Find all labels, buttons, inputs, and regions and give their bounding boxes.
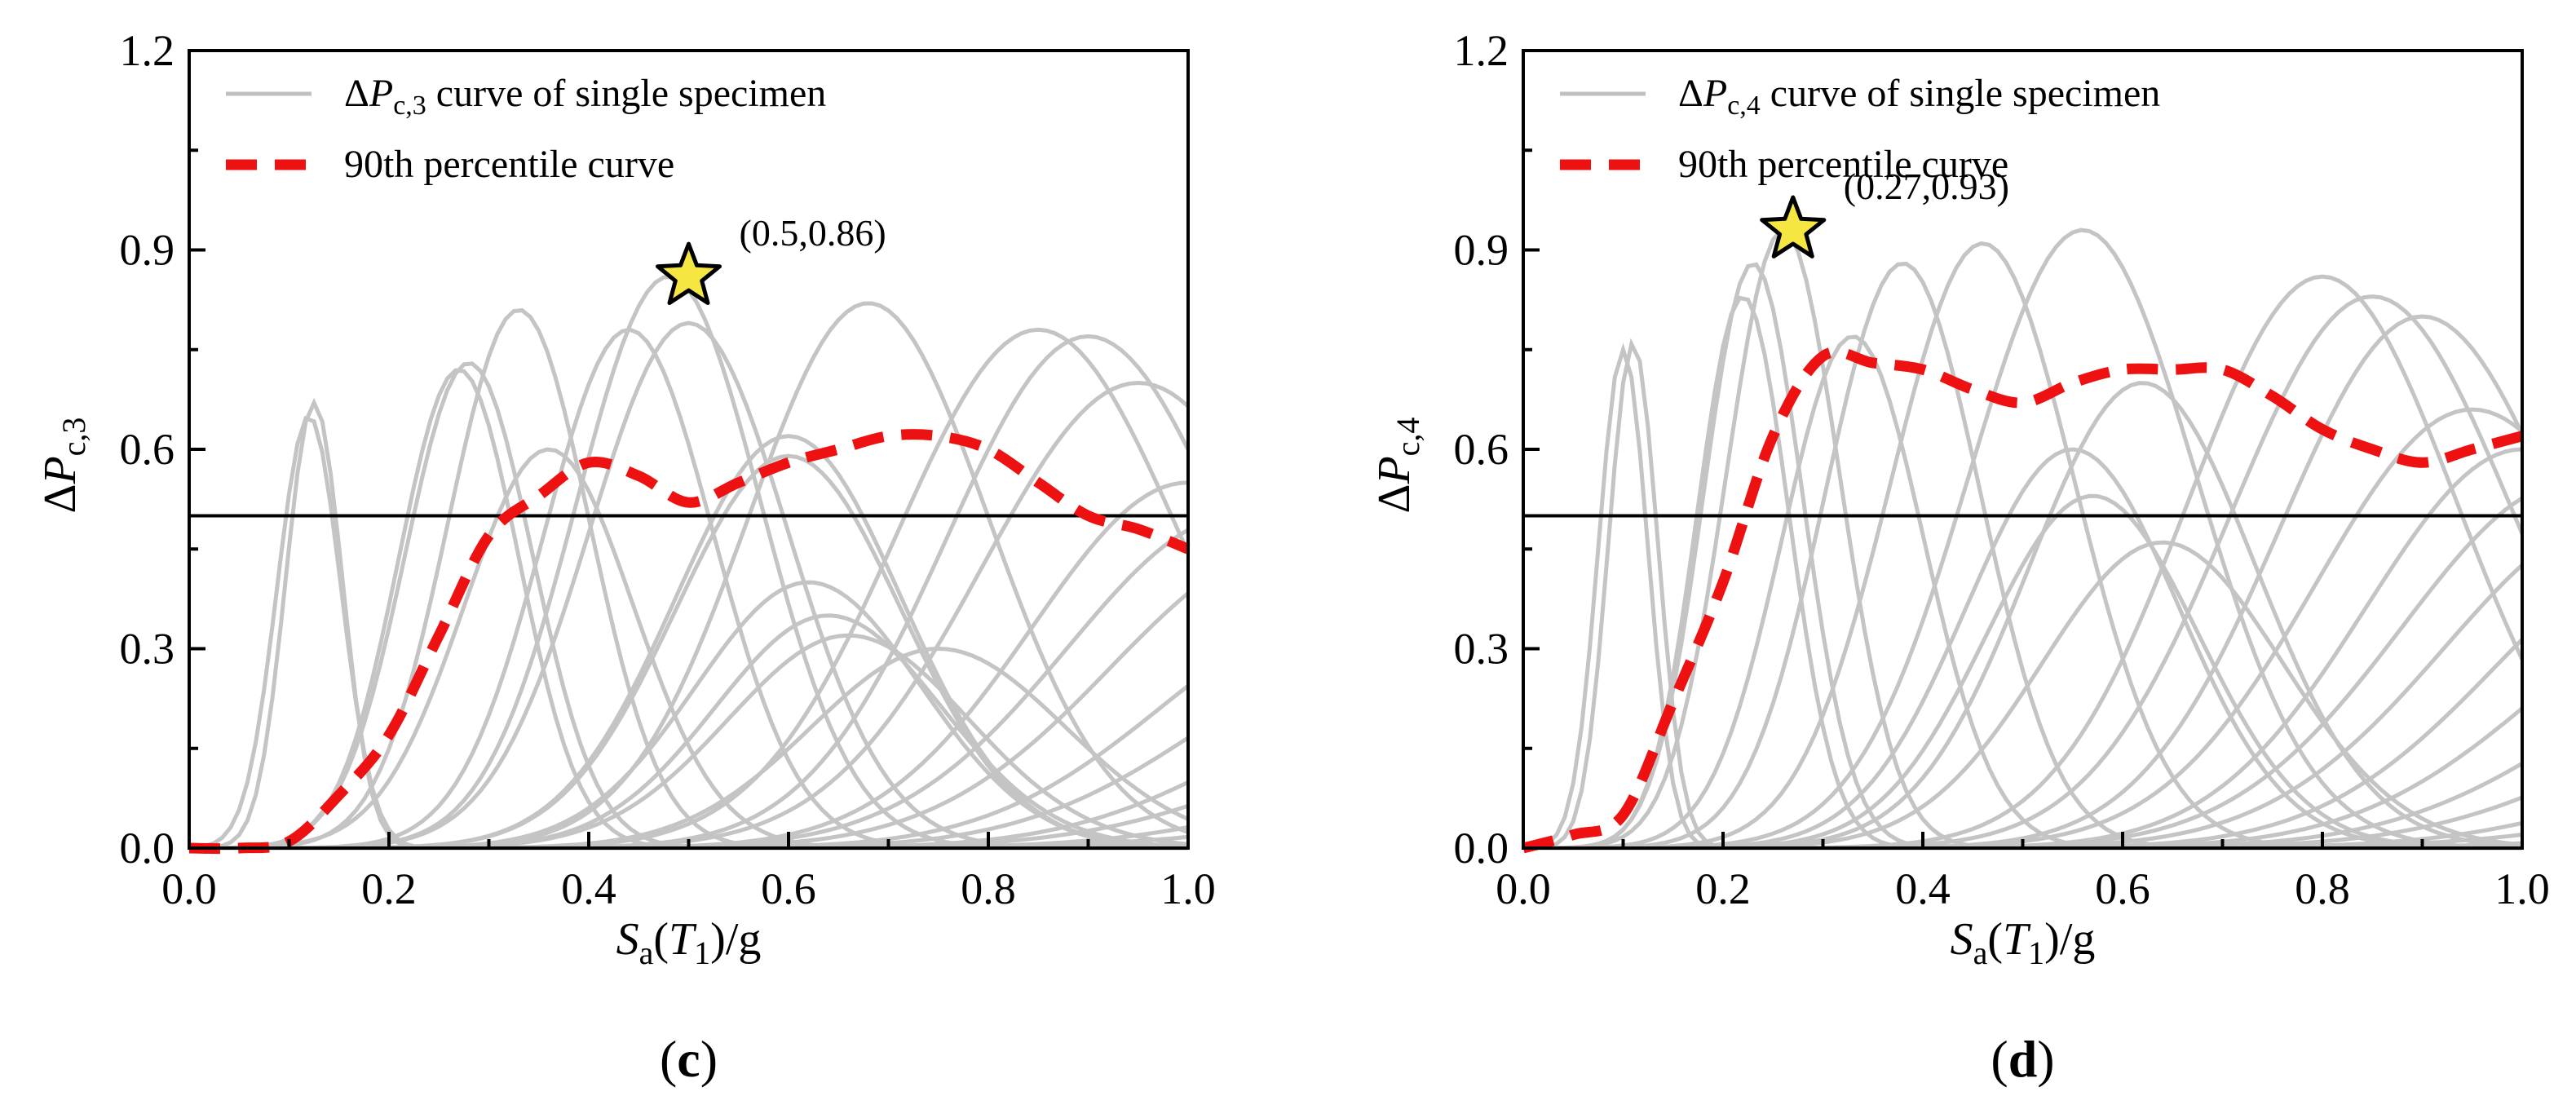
ylabel-subscript: c,4 (1390, 418, 1426, 457)
xlabel-arg-symbol: T (669, 914, 697, 965)
y-tick-label: 0.0 (120, 824, 175, 873)
y-tick-label: 0.9 (1454, 226, 1509, 275)
panel-c: 0.0 0.2 0.4 0.6 0.8 1.0 0.00.30.60.91.2 ΔPc,3… (35, 26, 1216, 1088)
xlabel-open-paren: ( (653, 914, 669, 965)
percentile-curve (188, 429, 1191, 855)
legend-item-specimen: ΔPc,3 curve of single specimen (344, 72, 826, 121)
y-ticks: 0.0 0.3 0.6 0.9 1.2 (1454, 26, 1540, 873)
legend: ΔPc,3 curve of single specimen 90th perc… (226, 72, 826, 186)
ylabel-delta: Δ (35, 484, 86, 514)
panel-caption: (d) (1991, 1030, 2054, 1088)
specimen-curve (189, 327, 1191, 851)
specimen-curve (1523, 294, 2525, 851)
legend-subscript: c,3 (393, 91, 426, 121)
y-tick-label: 0.0 (1454, 824, 1509, 873)
xlabel-unit: /g (726, 914, 762, 965)
y-tick-label: 1.2 (120, 26, 175, 75)
caption-open-paren: ( (660, 1030, 677, 1088)
x-tick-label: 0.2 (361, 864, 417, 913)
caption-letter: d (2008, 1030, 2038, 1088)
legend-item-percentile: 90th percentile curve (1678, 143, 2008, 186)
legend-delta: Δ (1678, 72, 1703, 115)
xlabel-subscript: a (1973, 935, 1988, 971)
caption-close-paren: ) (700, 1030, 718, 1088)
star-label: (0.27,0.93) (1844, 166, 2009, 207)
y-axis-label: ΔPc,3 (35, 418, 92, 514)
specimen-curves (188, 275, 1191, 851)
ylabel-delta: Δ (1369, 484, 1420, 514)
legend-text: curve of single specimen (1761, 72, 2161, 115)
panel-d: 0.0 0.2 0.4 0.6 0.8 1.0 0.00.30.60.91.2 ΔPc,4… (1369, 26, 2550, 1088)
xlabel-unit: /g (2060, 914, 2096, 965)
specimen-curve (188, 361, 1188, 851)
y-tick-label: 0.3 (120, 625, 175, 674)
y-tick-label: 0.6 (120, 425, 175, 474)
y-tick-label: 1.2 (1454, 26, 1509, 75)
caption-close-paren: ) (2037, 1030, 2054, 1088)
legend-subscript: c,4 (1727, 91, 1761, 121)
x-tick-label: 0.4 (561, 864, 616, 913)
legend-text: curve of single specimen (426, 72, 827, 115)
specimen-curve (189, 334, 1191, 851)
xlabel-symbol: S (616, 914, 639, 965)
caption-letter: c (677, 1030, 700, 1088)
xlabel-subscript: a (639, 935, 654, 971)
specimen-curves (1522, 228, 2525, 851)
x-ticks: 0.0 0.2 0.4 0.6 0.8 1.0 (161, 832, 1216, 913)
x-tick-label: 0.8 (2295, 864, 2350, 913)
y-tick-label: 0.3 (1454, 625, 1509, 674)
xlabel-arg-subscript: 1 (2028, 935, 2044, 971)
specimen-curve (1523, 295, 2522, 851)
y-axis-label: ΔPc,4 (1369, 418, 1426, 514)
legend-symbol: P (369, 72, 393, 115)
y-tick-label: 0.6 (1454, 425, 1509, 474)
x-tick-label: 0.0 (161, 864, 217, 913)
x-tick-label: 1.0 (2494, 864, 2550, 913)
legend-symbol: P (1703, 72, 1727, 115)
panel-caption: (c) (660, 1030, 718, 1088)
x-tick-label: 0.0 (1496, 864, 1551, 913)
x-tick-label: 0.8 (961, 864, 1016, 913)
ylabel-symbol: P (1369, 456, 1420, 484)
ylabel-subscript: c,3 (55, 418, 92, 457)
xlabel-arg-subscript: 1 (694, 935, 710, 971)
x-tick-label: 0.6 (2095, 864, 2150, 913)
x-tick-label: 0.6 (761, 864, 816, 913)
xlabel-symbol: S (1951, 914, 1973, 965)
star-label: (0.5,0.86) (740, 212, 886, 254)
x-axis-label: Sa(T1)/g (1951, 914, 2096, 971)
legend-item-specimen: ΔPc,4 curve of single specimen (1678, 72, 2160, 121)
xlabel-open-paren: ( (1987, 914, 2003, 965)
specimen-curve (189, 327, 1188, 851)
x-tick-label: 0.2 (1695, 864, 1751, 913)
legend-item-percentile: 90th percentile curve (344, 143, 674, 186)
specimen-curve (1523, 228, 2522, 851)
legend: ΔPc,4 curve of single specimen 90th perc… (1560, 72, 2160, 186)
xlabel-close-paren: ) (2044, 914, 2060, 965)
y-ticks: 0.0 0.3 0.6 0.9 1.2 (120, 26, 205, 873)
y-tick-label: 0.9 (120, 226, 175, 275)
ylabel-symbol: P (35, 456, 86, 484)
star-marker (656, 241, 722, 305)
x-ticks: 0.0 0.2 0.4 0.6 0.8 1.0 (1496, 832, 2550, 913)
x-axis-label: Sa(T1)/g (616, 914, 762, 971)
x-tick-label: 0.4 (1895, 864, 1951, 913)
xlabel-arg-symbol: T (2003, 914, 2031, 965)
legend-delta: Δ (344, 72, 369, 115)
star-marker (1760, 195, 1827, 259)
caption-open-paren: ( (1991, 1030, 2008, 1088)
x-tick-label: 1.0 (1160, 864, 1216, 913)
xlabel-close-paren: ) (710, 914, 726, 965)
